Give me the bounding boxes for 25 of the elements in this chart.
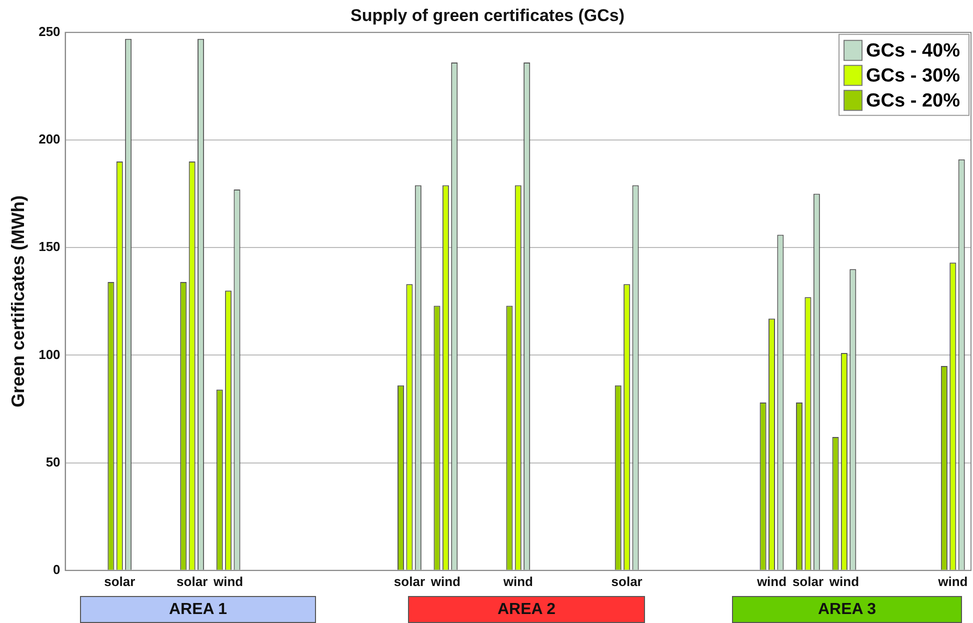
legend-label: GCs - 30%	[866, 66, 960, 87]
y-tick-label: 100	[38, 346, 60, 362]
x-tick-label: wind	[502, 574, 534, 589]
x-tick-label: solar	[394, 574, 425, 589]
y-tick-label: 50	[46, 454, 60, 470]
y-tick-label: 150	[38, 239, 60, 254]
text: AREA 1	[80, 596, 316, 623]
x-tick-label: solar	[792, 574, 824, 589]
x-tick-label: wind	[756, 574, 787, 589]
x-tick-label: wind	[828, 574, 860, 589]
legend-label: GCs - 40%	[866, 40, 960, 62]
x-tick-label: wind	[212, 574, 244, 589]
x-tick-label: wind	[430, 574, 461, 589]
y-tick-label: 250	[38, 24, 60, 39]
x-tick-label: wind	[937, 574, 968, 589]
text: AREA 3	[732, 596, 962, 623]
x-tick-label: solar	[104, 574, 136, 589]
text: AREA 2	[408, 596, 645, 623]
legend-label: GCs - 20%	[866, 90, 960, 112]
y-tick-label: 0	[53, 562, 60, 577]
chart-title: Supply of green certificates (GCs)	[350, 6, 624, 25]
y-tick-label: 200	[38, 132, 60, 147]
x-tick-label: solar	[611, 574, 642, 589]
x-tick-label: solar	[176, 574, 208, 589]
y-axis-title: Green certificates (MWh)	[8, 195, 28, 408]
